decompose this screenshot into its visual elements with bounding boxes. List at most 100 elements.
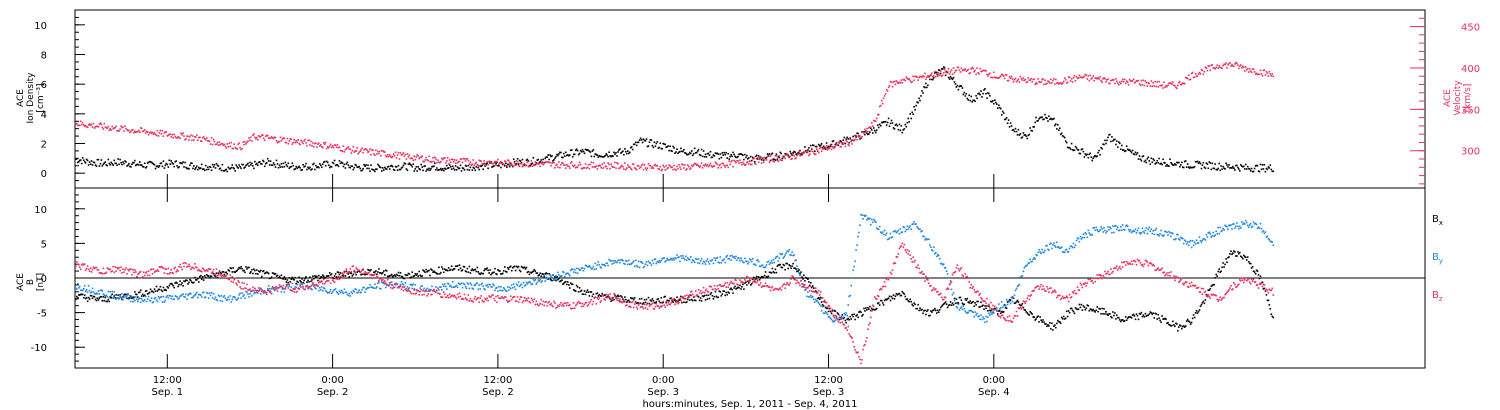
by-point bbox=[562, 270, 564, 273]
ion-density-point bbox=[888, 125, 891, 127]
velocity-point bbox=[402, 152, 405, 154]
bx-point bbox=[1190, 321, 1193, 324]
ion-density-point bbox=[1075, 147, 1078, 149]
bx-point bbox=[865, 307, 867, 309]
bx-point bbox=[630, 297, 633, 300]
velocity-point bbox=[871, 122, 873, 124]
velocity-point bbox=[360, 149, 362, 151]
ion-density-point bbox=[588, 150, 591, 152]
ion-density-point bbox=[743, 158, 745, 161]
bx-point bbox=[434, 271, 436, 274]
by-point bbox=[132, 300, 134, 303]
velocity-point bbox=[178, 136, 180, 139]
bx-point bbox=[128, 297, 130, 299]
bx-point bbox=[393, 274, 396, 276]
velocity-point bbox=[136, 131, 138, 133]
bx-point bbox=[918, 309, 920, 312]
by-point bbox=[714, 259, 717, 262]
bx-point bbox=[981, 305, 983, 307]
velocity-point bbox=[412, 159, 415, 162]
ion-density-point bbox=[296, 167, 298, 170]
bx-point bbox=[550, 279, 552, 281]
by-point bbox=[454, 285, 457, 288]
bx-point bbox=[482, 272, 484, 275]
velocity-point bbox=[428, 155, 430, 158]
by-point bbox=[753, 263, 756, 265]
bx-point bbox=[212, 273, 215, 275]
velocity-point bbox=[829, 143, 832, 146]
ion-density-point bbox=[1147, 156, 1150, 158]
ion-density-point bbox=[1078, 152, 1081, 155]
by-point bbox=[1061, 251, 1064, 253]
ion-density-point bbox=[1066, 146, 1069, 149]
by-point bbox=[102, 293, 105, 295]
by-point bbox=[601, 263, 603, 266]
ion-density-point bbox=[1222, 165, 1224, 168]
bx-point bbox=[801, 276, 803, 278]
by-point bbox=[557, 271, 559, 274]
by-point bbox=[636, 266, 639, 268]
by-point bbox=[1247, 226, 1250, 229]
bx-point bbox=[237, 268, 239, 270]
velocity-point bbox=[329, 143, 332, 146]
bx-point bbox=[885, 299, 888, 301]
velocity-point bbox=[375, 149, 377, 152]
ion-density-point bbox=[1141, 155, 1144, 158]
velocity-point bbox=[1162, 87, 1164, 89]
velocity-point bbox=[842, 143, 845, 145]
by-point bbox=[319, 287, 321, 289]
by-point bbox=[926, 238, 928, 241]
bx-point bbox=[972, 300, 974, 303]
ion-density-point bbox=[1255, 164, 1258, 167]
ion-density-point bbox=[359, 167, 361, 170]
ion-density-point bbox=[270, 164, 273, 166]
ion-density-point bbox=[1055, 123, 1057, 125]
ion-density-point bbox=[1262, 168, 1265, 170]
velocity-point bbox=[1130, 80, 1133, 82]
velocity-point bbox=[835, 143, 838, 145]
velocity-point bbox=[230, 141, 233, 144]
velocity-point bbox=[305, 142, 307, 144]
by-point bbox=[855, 249, 857, 251]
bx-point bbox=[1156, 318, 1158, 320]
ion-density-point bbox=[605, 153, 607, 155]
by-point bbox=[119, 296, 121, 298]
ion-density-point bbox=[92, 161, 95, 163]
ion-density-point bbox=[1264, 170, 1267, 173]
bx-point bbox=[1034, 319, 1036, 321]
ion-density-point bbox=[561, 156, 563, 159]
ion-density-point bbox=[584, 148, 587, 151]
velocity-point bbox=[294, 141, 296, 144]
bx-point bbox=[150, 290, 153, 293]
ion-density-point bbox=[186, 167, 188, 170]
velocity-point bbox=[734, 160, 736, 163]
ion-density-point bbox=[505, 162, 507, 165]
ion-density-point bbox=[1188, 167, 1191, 169]
bx-point bbox=[572, 289, 575, 291]
bx-point bbox=[1103, 308, 1105, 310]
ion-density-point bbox=[540, 159, 542, 161]
velocity-point bbox=[862, 131, 864, 133]
bx-point bbox=[891, 297, 894, 300]
velocity-point bbox=[1245, 68, 1248, 71]
ion-density-point bbox=[215, 162, 218, 165]
bx-point bbox=[703, 294, 706, 297]
by-point bbox=[820, 310, 823, 312]
velocity-point bbox=[93, 127, 96, 129]
ion-density-point bbox=[675, 151, 677, 153]
velocity-point bbox=[539, 165, 541, 168]
by-point bbox=[465, 287, 468, 289]
ion-density-point bbox=[156, 165, 159, 167]
bx-point bbox=[1037, 315, 1039, 317]
bx-point bbox=[926, 310, 928, 313]
velocity-point bbox=[914, 75, 916, 78]
ion-density-point bbox=[291, 162, 294, 164]
bx-point bbox=[866, 309, 868, 311]
bx-point bbox=[425, 268, 427, 271]
velocity-point bbox=[797, 153, 799, 155]
velocity-point bbox=[369, 148, 371, 150]
velocity-point bbox=[723, 164, 725, 167]
velocity-point bbox=[90, 123, 93, 126]
bx-point bbox=[252, 272, 254, 275]
bx-point bbox=[264, 272, 267, 274]
